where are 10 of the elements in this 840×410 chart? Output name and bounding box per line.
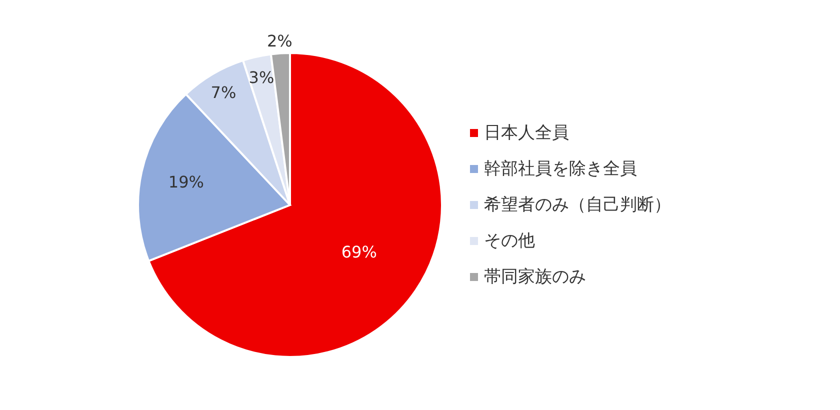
data-label: 7% bbox=[210, 82, 236, 102]
data-label: 2% bbox=[266, 32, 292, 51]
legend-label: 帯同家族のみ bbox=[484, 267, 586, 287]
legend-label: 幹部社員を除き全員 bbox=[484, 159, 637, 179]
data-label: 69% bbox=[341, 242, 377, 262]
legend-label: 希望者のみ（自己判断） bbox=[484, 195, 671, 215]
legend-label: 日本人全員 bbox=[484, 123, 569, 143]
legend-label: その他 bbox=[484, 231, 535, 251]
data-label: 3% bbox=[248, 68, 274, 87]
data-label: 19% bbox=[168, 172, 204, 192]
